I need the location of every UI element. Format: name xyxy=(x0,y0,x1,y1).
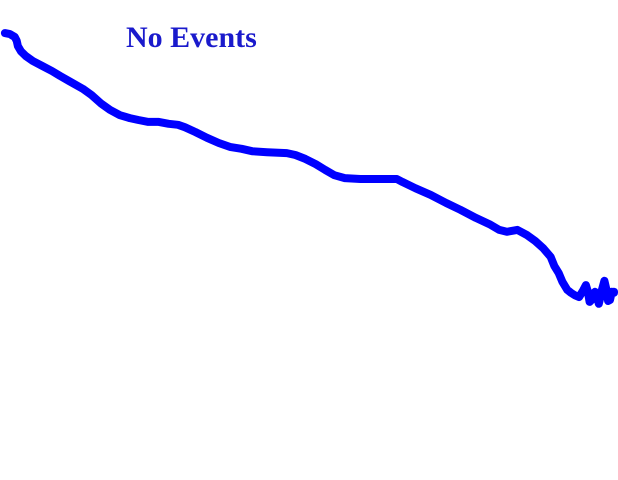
no-events-message: No Events xyxy=(126,21,257,54)
trace-line xyxy=(0,29,618,308)
